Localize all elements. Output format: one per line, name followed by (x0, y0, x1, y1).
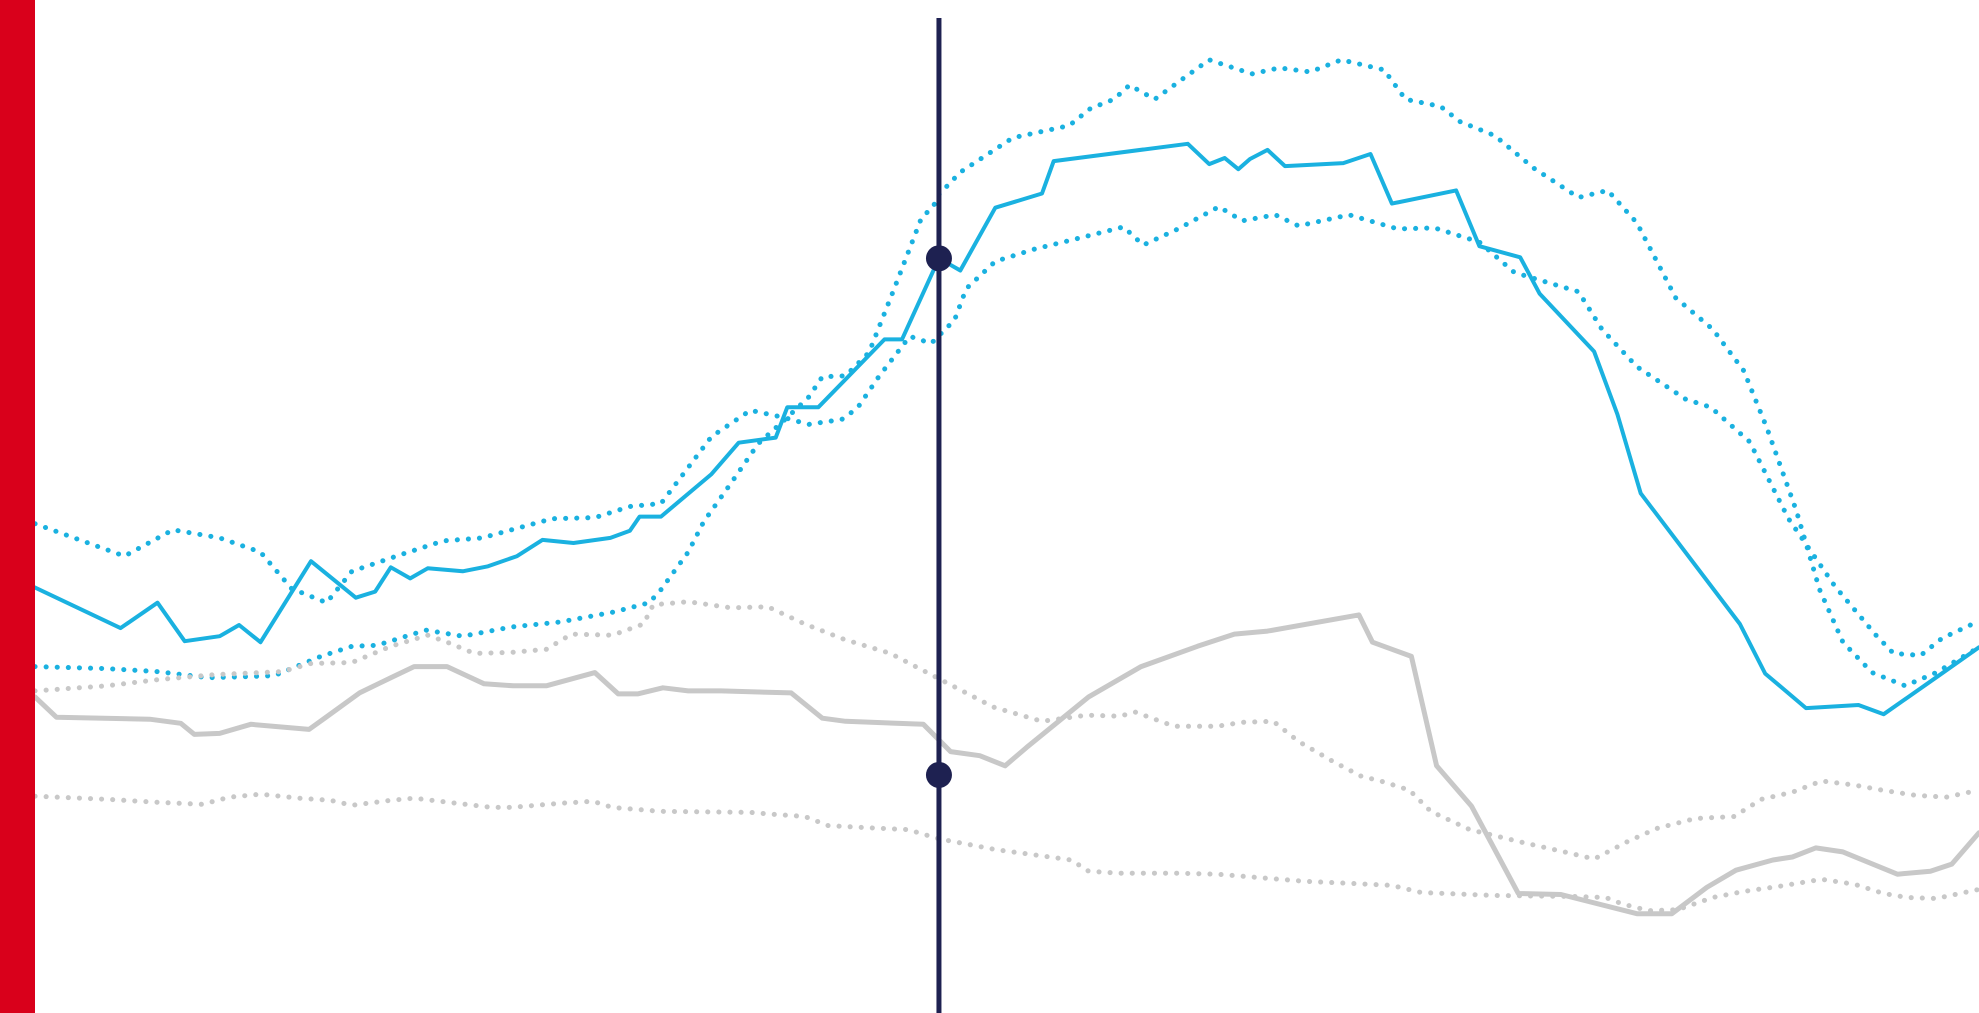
series-line-2 (35, 204, 1979, 658)
line-chart (35, 18, 1979, 1013)
series-line-1 (35, 141, 1979, 717)
series-line-6 (35, 791, 1979, 914)
series-line-3 (35, 57, 1979, 689)
series-line-4 (35, 612, 1979, 917)
series-line-5 (35, 599, 1979, 862)
cursor-marker-2 (925, 761, 952, 788)
cursor-marker-1 (925, 245, 952, 272)
accent-bar (0, 0, 35, 1013)
